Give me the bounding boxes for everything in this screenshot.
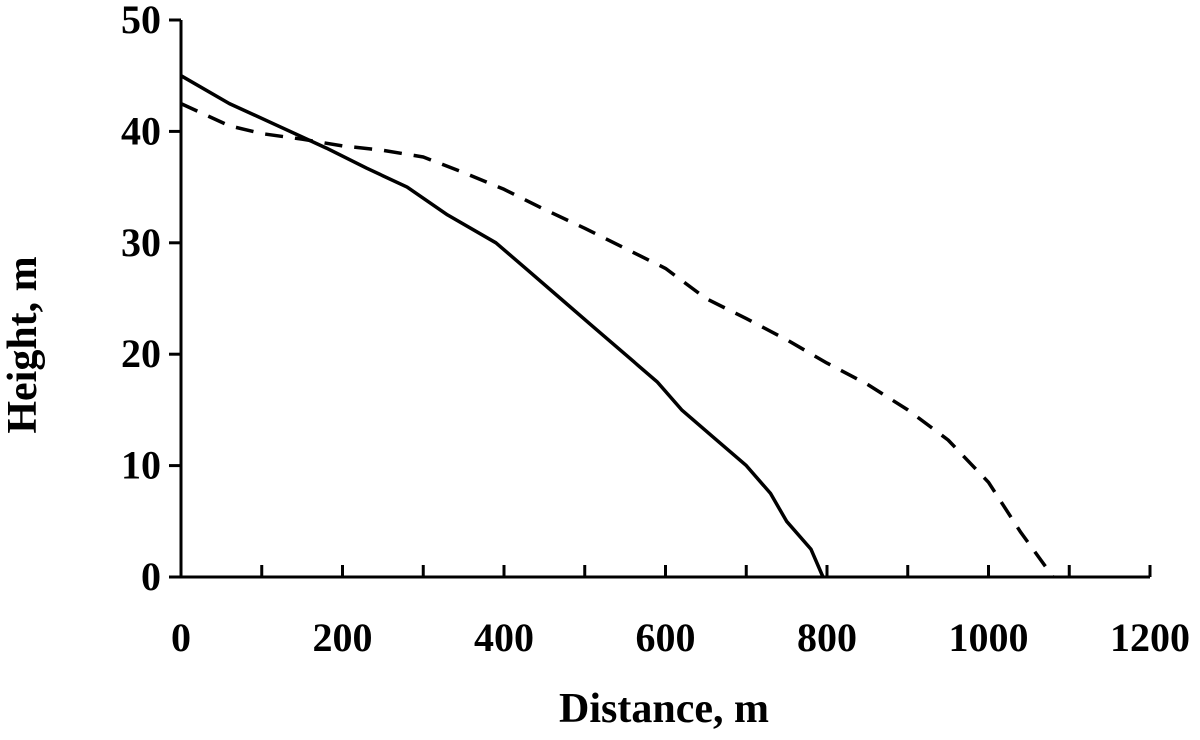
- x-tick-label: 1000: [949, 615, 1029, 660]
- y-tick-label: 20: [121, 331, 161, 376]
- x-tick-label: 800: [797, 615, 857, 660]
- x-tick-label: 600: [636, 615, 696, 660]
- tick-labels: 0 10 20 30 40 50 0 200 400 600 800 1000 1200: [121, 0, 1190, 660]
- y-tick-label: 10: [121, 443, 161, 488]
- solid-series-line: [180, 74, 825, 578]
- y-tick-label: 40: [121, 108, 161, 153]
- plot-area: [180, 74, 1055, 579]
- x-axis-title: Distance, m: [559, 686, 769, 732]
- axes: [169, 18, 1152, 579]
- dashed-series-line: [180, 102, 1055, 579]
- x-tick-label: 200: [313, 615, 373, 660]
- x-tick-label: 1200: [1110, 615, 1190, 660]
- y-tick-label: 30: [121, 220, 161, 265]
- y-tick-label: 50: [121, 0, 161, 42]
- x-tick-label: 400: [474, 615, 534, 660]
- y-tick-label: 0: [141, 554, 161, 599]
- y-axis-title: Height, m: [0, 256, 46, 433]
- x-tick-label: 0: [171, 615, 191, 660]
